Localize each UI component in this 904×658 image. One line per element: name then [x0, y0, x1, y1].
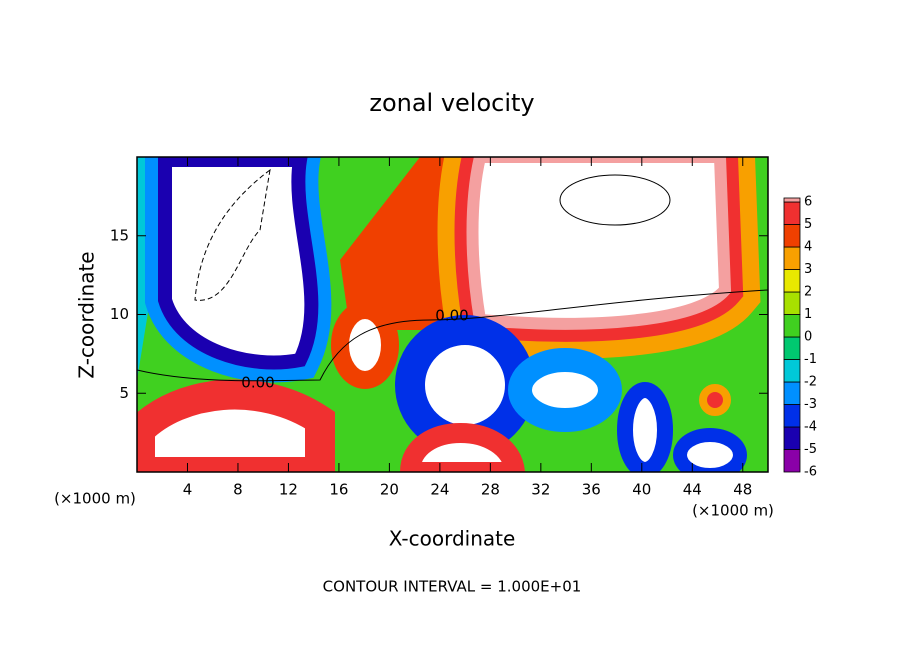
contour-line — [194, 168, 271, 301]
x-unit-label: (×1000 m) — [692, 502, 774, 520]
contour-label: 0.00 — [241, 374, 274, 392]
colorbar-label: 2 — [804, 285, 812, 300]
x-axis-label: X-coordinate — [389, 527, 516, 551]
colorbar-label: 5 — [804, 217, 812, 232]
field-region — [466, 157, 732, 330]
contour-line — [559, 174, 671, 226]
y-axis-label: Z-coordinate — [75, 251, 99, 378]
colorbar-box — [783, 201, 801, 225]
field-region — [673, 428, 747, 472]
field-region — [699, 384, 731, 416]
x-tick-label: 44 — [683, 481, 702, 499]
colorbar-box — [783, 314, 801, 338]
x-tick-label: 20 — [380, 481, 399, 499]
x-tick-label: 48 — [733, 481, 752, 499]
field-region — [617, 382, 673, 472]
x-tick-label: 24 — [430, 481, 449, 499]
field-region — [331, 301, 399, 389]
x-unit-label: (×1000 m) — [54, 490, 136, 508]
x-tick-label: 32 — [531, 481, 550, 499]
y-tick-label: 5 — [119, 384, 129, 402]
y-tick-label: 10 — [110, 305, 129, 323]
colorbar-label: -1 — [804, 352, 817, 367]
contour-label: 0.00 — [435, 307, 468, 325]
colorbar-label: -2 — [804, 375, 817, 390]
colorbar-box — [783, 404, 801, 428]
colorbar-box — [783, 381, 801, 405]
contour-line — [137, 289, 768, 382]
field-region — [399, 423, 526, 472]
colorbar-box — [783, 291, 801, 315]
colorbar-box — [783, 197, 801, 203]
field-region — [158, 157, 319, 370]
colorbar-label: -3 — [804, 397, 817, 412]
x-tick-label: 16 — [329, 481, 348, 499]
chart-title: zonal velocity — [369, 89, 534, 117]
axes: 4 8 12 16 20 24 28 32 36 40 44 4851015-6-5-4-3-2-10… — [110, 157, 817, 499]
colorbar-label: 0 — [804, 330, 812, 345]
y-tick-label: 15 — [110, 226, 129, 244]
colorbar-box — [783, 269, 801, 293]
colorbar-label: 3 — [804, 262, 812, 277]
colorbar-label: -5 — [804, 442, 817, 457]
x-tick-label: 12 — [279, 481, 298, 499]
x-tick-label: 8 — [233, 481, 243, 499]
x-tick-label: 28 — [481, 481, 500, 499]
x-tick-label: 40 — [632, 481, 651, 499]
colorbar-box — [783, 426, 801, 450]
colorbar-label: -6 — [804, 465, 817, 480]
colorbar-label: 6 — [804, 195, 812, 210]
x-tick-label: 4 — [183, 481, 193, 499]
colorbar-label: -4 — [804, 420, 817, 435]
footer: CONTOUR INTERVAL = 1.000E+01 — [323, 578, 582, 596]
colorbar-box — [783, 246, 801, 270]
colorbar-label: 1 — [804, 307, 812, 322]
colorbar-box — [783, 449, 801, 473]
field-region — [508, 348, 622, 432]
field-region — [137, 379, 335, 472]
x-tick-label: 36 — [582, 481, 601, 499]
colorbar-box — [783, 359, 801, 383]
colorbar-label: 4 — [804, 240, 812, 255]
colorbar-box — [783, 224, 801, 248]
colorbar-box — [783, 336, 801, 360]
contour-field — [137, 157, 768, 472]
